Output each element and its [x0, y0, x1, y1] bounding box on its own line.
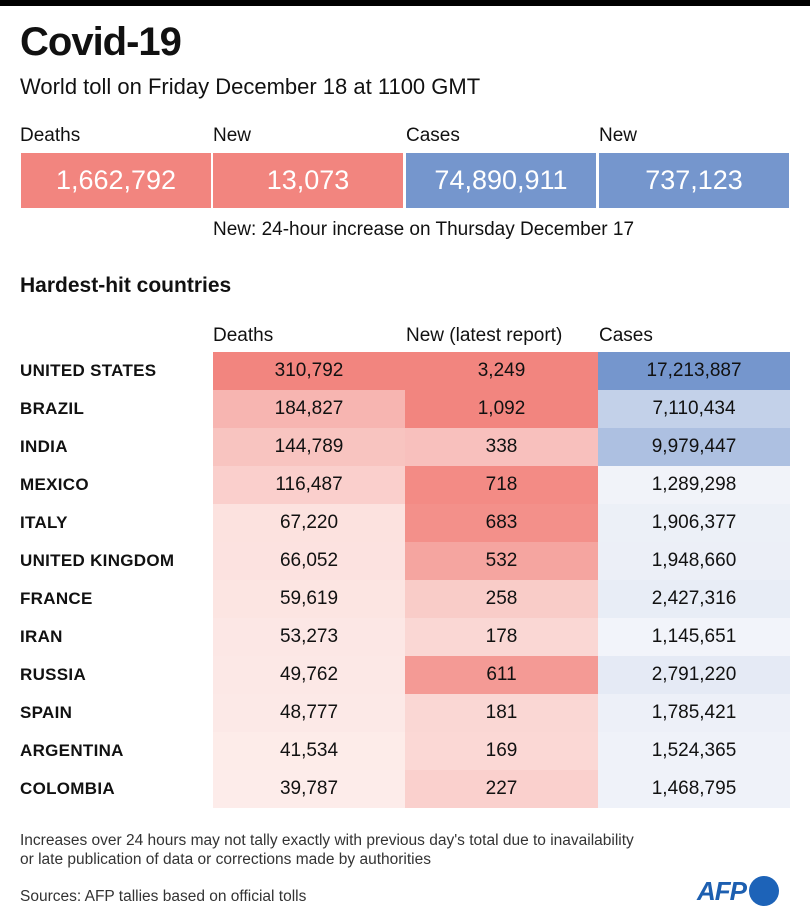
- kpi-deaths: 1,662,792: [21, 153, 211, 208]
- table-row: ARGENTINA 41,534 169 1,524,365: [0, 732, 810, 770]
- new-deaths-cell: 1,092: [405, 390, 598, 428]
- new-deaths-cell: 683: [405, 504, 598, 542]
- country-name: MEXICO: [20, 475, 89, 494]
- country-name: UNITED STATES: [20, 361, 157, 380]
- new-note: New: 24-hour increase on Thursday Decemb…: [213, 219, 635, 240]
- cases-cell: 2,427,316: [598, 580, 790, 618]
- kpi-label-new-cases: New: [599, 125, 638, 146]
- table-row: UNITED STATES 310,792 3,249 17,213,887: [0, 352, 810, 390]
- column-header-new: New (latest report): [406, 325, 563, 346]
- afp-logo-text: AFP: [697, 875, 747, 906]
- footnote-line-1: Increases over 24 hours may not tally ex…: [20, 832, 634, 849]
- kpi-label-deaths: Deaths: [20, 125, 81, 146]
- new-deaths-cell: 3,249: [405, 352, 598, 390]
- deaths-cell: 41,534: [213, 732, 405, 770]
- country-name: FRANCE: [20, 589, 93, 608]
- sources: Sources: AFP tallies based on official t…: [20, 888, 307, 905]
- new-deaths-cell: 178: [405, 618, 598, 656]
- new-deaths-cell: 718: [405, 466, 598, 504]
- new-deaths-cell: 532: [405, 542, 598, 580]
- cases-cell: 17,213,887: [598, 352, 790, 390]
- deaths-cell: 66,052: [213, 542, 405, 580]
- table-row: IRAN 53,273 178 1,145,651: [0, 618, 810, 656]
- subtitle: World toll on Friday December 18 at 1100…: [20, 74, 481, 99]
- afp-logo: AFP: [697, 876, 779, 906]
- new-deaths-cell: 169: [405, 732, 598, 770]
- country-name: ITALY: [20, 513, 68, 532]
- section-title: Hardest-hit countries: [20, 274, 232, 297]
- table-row: BRAZIL 184,827 1,092 7,110,434: [0, 390, 810, 428]
- title: Covid-19: [20, 20, 182, 64]
- deaths-cell: 116,487: [213, 466, 405, 504]
- table-row: FRANCE 59,619 258 2,427,316: [0, 580, 810, 618]
- cases-cell: 1,906,377: [598, 504, 790, 542]
- deaths-cell: 39,787: [213, 770, 405, 808]
- new-deaths-cell: 258: [405, 580, 598, 618]
- table-row: COLOMBIA 39,787 227 1,468,795: [0, 770, 810, 808]
- column-header-cases: Cases: [599, 325, 653, 346]
- country-name: SPAIN: [20, 703, 73, 722]
- deaths-cell: 184,827: [213, 390, 405, 428]
- cases-cell: 1,948,660: [598, 542, 790, 580]
- table-row: UNITED KINGDOM 66,052 532 1,948,660: [0, 542, 810, 580]
- kpi-new-deaths: 13,073: [213, 153, 403, 208]
- country-name: INDIA: [20, 437, 68, 456]
- country-name: COLOMBIA: [20, 779, 115, 798]
- kpi-label-cases: Cases: [406, 125, 460, 146]
- cases-cell: 1,468,795: [598, 770, 790, 808]
- deaths-cell: 49,762: [213, 656, 405, 694]
- cases-cell: 1,785,421: [598, 694, 790, 732]
- country-name: RUSSIA: [20, 665, 87, 684]
- deaths-cell: 59,619: [213, 580, 405, 618]
- cases-cell: 1,145,651: [598, 618, 790, 656]
- kpi-label-new-deaths: New: [213, 125, 252, 146]
- table-row: RUSSIA 49,762 611 2,791,220: [0, 656, 810, 694]
- top-bar: [0, 0, 810, 6]
- cases-cell: 9,979,447: [598, 428, 790, 466]
- kpi-new-cases: 737,123: [599, 153, 789, 208]
- footnote-line-2: or late publication of data or correctio…: [20, 851, 431, 868]
- new-deaths-cell: 227: [405, 770, 598, 808]
- deaths-cell: 144,789: [213, 428, 405, 466]
- cases-cell: 2,791,220: [598, 656, 790, 694]
- table-row: MEXICO 116,487 718 1,289,298: [0, 466, 810, 504]
- country-name: IRAN: [20, 627, 63, 646]
- country-name: ARGENTINA: [20, 741, 124, 760]
- table-row: ITALY 67,220 683 1,906,377: [0, 504, 810, 542]
- new-deaths-cell: 611: [405, 656, 598, 694]
- afp-logo-dot-icon: [749, 876, 779, 906]
- column-header-deaths: Deaths: [213, 325, 274, 346]
- deaths-cell: 53,273: [213, 618, 405, 656]
- deaths-cell: 310,792: [213, 352, 405, 390]
- deaths-cell: 48,777: [213, 694, 405, 732]
- table-row: INDIA 144,789 338 9,979,447: [0, 428, 810, 466]
- country-name: UNITED KINGDOM: [20, 551, 175, 570]
- table-row: SPAIN 48,777 181 1,785,421: [0, 694, 810, 732]
- new-deaths-cell: 181: [405, 694, 598, 732]
- kpi-cases: 74,890,911: [406, 153, 596, 208]
- cases-cell: 1,524,365: [598, 732, 790, 770]
- country-name: BRAZIL: [20, 399, 85, 418]
- cases-cell: 7,110,434: [598, 390, 790, 428]
- cases-cell: 1,289,298: [598, 466, 790, 504]
- deaths-cell: 67,220: [213, 504, 405, 542]
- new-deaths-cell: 338: [405, 428, 598, 466]
